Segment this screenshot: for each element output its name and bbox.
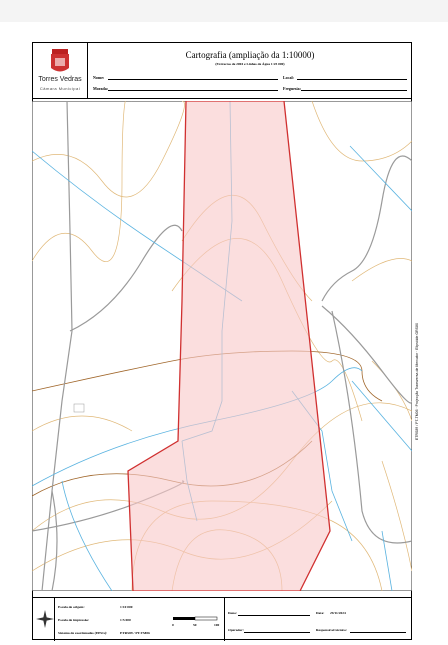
- scale-tick: 50: [193, 623, 197, 627]
- footer-label: Dono:: [228, 611, 238, 615]
- field-line: [297, 79, 407, 80]
- municipality: Câmara Municipal: [39, 86, 81, 91]
- field-line: [108, 79, 278, 80]
- logo-emblem: [51, 49, 69, 72]
- field-line: [244, 632, 310, 633]
- footer-label: Data:: [316, 611, 325, 615]
- field-label: Nome:: [93, 75, 105, 80]
- divider: [224, 598, 225, 641]
- scalebar: [173, 616, 218, 621]
- brand: Torres Vedras: [38, 76, 82, 83]
- footer: Escala de origem: 1:10 000 Escala de imp…: [32, 597, 412, 641]
- footer-label: Operador:: [228, 628, 244, 632]
- footer-label: Escala de impressão:: [58, 618, 90, 622]
- scale-tick: 100: [214, 623, 220, 627]
- north-arrow: [36, 610, 54, 628]
- divider: [54, 598, 55, 641]
- scale-tick: 0: [172, 623, 174, 627]
- field-line: [238, 615, 310, 616]
- footer-label: Sistema de coordenadas (EPSG):: [58, 631, 108, 635]
- field-label: Local:: [283, 75, 294, 80]
- building: [73, 403, 85, 413]
- title: Cartografia (ampliação da 1:10000): [185, 50, 315, 60]
- logo: Torres Vedras Câmara Municipal: [33, 43, 88, 98]
- footer-label: Escala de origem:: [58, 605, 85, 609]
- field-line: [350, 632, 406, 633]
- parcel: [127, 101, 331, 591]
- subtitle: (Extractos de 2004 e Linhas de Água 1:25…: [215, 62, 285, 66]
- field-line: [301, 90, 407, 91]
- field-line: [108, 90, 278, 91]
- field-label: Morada:: [93, 86, 109, 91]
- header: Torres Vedras Câmara Municipal Cartograf…: [32, 42, 412, 99]
- viewer-bar: [0, 0, 448, 22]
- footer-value: 1:5 000: [120, 618, 131, 622]
- side-note: ETRS89 / PT-TM06 · Projecção Transversa …: [415, 323, 419, 440]
- footer-value: 1:10 000: [120, 605, 133, 609]
- field-label: Freguesia:: [283, 86, 301, 91]
- footer-value: 29/11/2024: [330, 611, 346, 615]
- footer-label: Responsável técnico:: [316, 628, 348, 632]
- map: [32, 101, 412, 591]
- footer-value: ETRS89 / PT-TM06: [120, 631, 150, 635]
